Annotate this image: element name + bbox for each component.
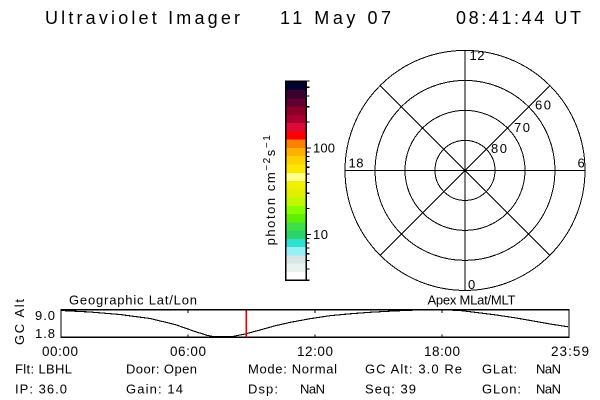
svg-text:Flt: LBHL: Flt: LBHL bbox=[15, 361, 72, 376]
svg-text:Door: Open: Door: Open bbox=[126, 361, 197, 376]
svg-text:70: 70 bbox=[514, 120, 530, 135]
svg-text:100: 100 bbox=[313, 141, 335, 156]
svg-text:NaN: NaN bbox=[300, 381, 325, 396]
svg-text:IP: 36.0: IP: 36.0 bbox=[15, 381, 67, 396]
svg-text:NaN: NaN bbox=[536, 381, 561, 396]
svg-text:GLon:: GLon: bbox=[482, 381, 521, 396]
svg-text:0: 0 bbox=[468, 277, 475, 292]
svg-text:80: 80 bbox=[491, 141, 507, 156]
svg-text:00:00: 00:00 bbox=[42, 344, 78, 359]
svg-text:Mode: Normal: Mode: Normal bbox=[248, 361, 337, 376]
svg-text:23:59: 23:59 bbox=[551, 344, 589, 359]
svg-text:GC Alt: GC Alt bbox=[12, 299, 27, 345]
svg-text:Geographic Lat/Lon: Geographic Lat/Lon bbox=[69, 292, 197, 307]
svg-text:9.0: 9.0 bbox=[35, 308, 55, 323]
svg-text:10: 10 bbox=[313, 227, 328, 242]
svg-text:08:41:44 UT: 08:41:44 UT bbox=[456, 8, 581, 28]
svg-text:12: 12 bbox=[470, 48, 485, 63]
svg-text:GC Alt: 3.0 Re: GC Alt: 3.0 Re bbox=[365, 361, 462, 376]
svg-text:18: 18 bbox=[349, 155, 364, 170]
svg-text:1.8: 1.8 bbox=[35, 326, 55, 341]
svg-text:11 May 07: 11 May 07 bbox=[280, 8, 391, 28]
svg-text:06:00: 06:00 bbox=[170, 344, 206, 359]
svg-text:60: 60 bbox=[535, 97, 551, 112]
svg-text:Gain: 14: Gain: 14 bbox=[126, 381, 183, 396]
svg-text:GLat:: GLat: bbox=[482, 361, 517, 376]
svg-text:6: 6 bbox=[578, 155, 585, 170]
svg-text:Apex MLat/MLT: Apex MLat/MLT bbox=[428, 292, 516, 307]
svg-text:12:00: 12:00 bbox=[297, 344, 333, 359]
svg-text:NaN: NaN bbox=[536, 361, 561, 376]
svg-text:18:00: 18:00 bbox=[424, 344, 460, 359]
svg-text:Seq: 39: Seq: 39 bbox=[365, 381, 416, 396]
svg-text:Ultraviolet Imager: Ultraviolet Imager bbox=[45, 8, 240, 28]
svg-text:Dsp:: Dsp: bbox=[248, 381, 278, 396]
svg-text:photon cm−2s−1: photon cm−2s−1 bbox=[262, 134, 278, 246]
